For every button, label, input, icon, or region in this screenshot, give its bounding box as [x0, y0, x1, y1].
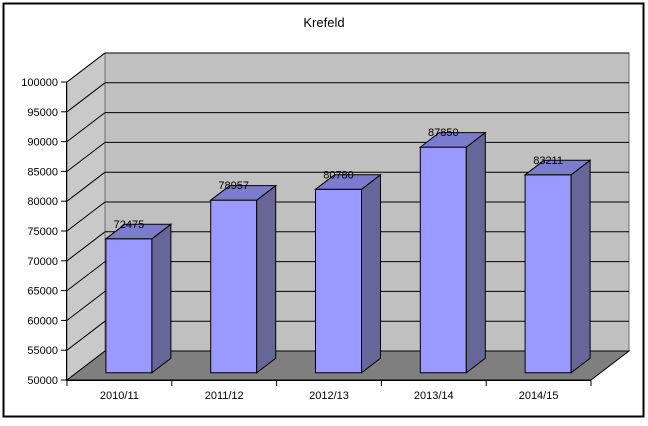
- gridline-side: [66, 171, 106, 202]
- bar-value-label: 78957: [218, 180, 249, 192]
- bar-side: [465, 131, 486, 374]
- bar-top: [314, 174, 382, 190]
- x-category-label: 2012/13: [309, 390, 349, 402]
- y-tick-label: 95000: [27, 107, 58, 119]
- bar-front: [419, 146, 467, 374]
- gridline-side: [66, 261, 106, 291]
- gridline-side: [66, 231, 106, 262]
- gridline-side: [66, 201, 106, 232]
- bar-side: [570, 159, 591, 374]
- bar-value-label: 72475: [114, 219, 145, 231]
- bar-front: [315, 188, 362, 374]
- y-tick-label: 75000: [27, 226, 58, 238]
- bar-front: [105, 238, 153, 374]
- gridline-side: [66, 52, 106, 83]
- y-tick-label: 85000: [27, 166, 58, 178]
- bar-value-label: 83211: [533, 155, 563, 167]
- bar-front: [524, 174, 572, 374]
- bar-side: [151, 223, 172, 374]
- bar-side: [256, 184, 277, 374]
- bar-side: [361, 173, 381, 374]
- bar-value-label: 80780: [323, 169, 354, 181]
- bar-top: [523, 159, 592, 176]
- gridline-side: [66, 142, 106, 172]
- x-category-label: 2013/14: [414, 390, 454, 402]
- y-tick-label: 90000: [27, 137, 58, 149]
- bar-top: [104, 223, 173, 240]
- y-tick-label: 65000: [27, 286, 58, 298]
- y-tick-label: 70000: [27, 256, 58, 268]
- gridline-side: [66, 112, 106, 142]
- bar-front: [210, 199, 258, 374]
- gridline-side: [66, 320, 106, 351]
- gridline-side: [66, 82, 106, 113]
- chart-title: Krefeld: [303, 15, 344, 30]
- plot-area: 50000 55000 60000 65000 70000 75000 80000 85000…: [21, 51, 631, 402]
- x-category-label: 2014/15: [519, 390, 559, 402]
- bar-value-label: 87850: [428, 127, 459, 139]
- chart-border: [2, 2, 645, 418]
- x-category-label: 2011/12: [205, 390, 244, 402]
- gridline-side: [66, 291, 106, 321]
- y-tick-label: 100000: [21, 77, 58, 89]
- y-tick-label: 60000: [27, 315, 58, 327]
- y-tick-label: 50000: [27, 375, 58, 387]
- bar-top: [209, 185, 278, 201]
- bar-top: [418, 132, 487, 148]
- x-category-label: 2010/11: [100, 390, 139, 402]
- y-tick-label: 55000: [27, 345, 58, 357]
- y-tick-label: 80000: [27, 196, 58, 208]
